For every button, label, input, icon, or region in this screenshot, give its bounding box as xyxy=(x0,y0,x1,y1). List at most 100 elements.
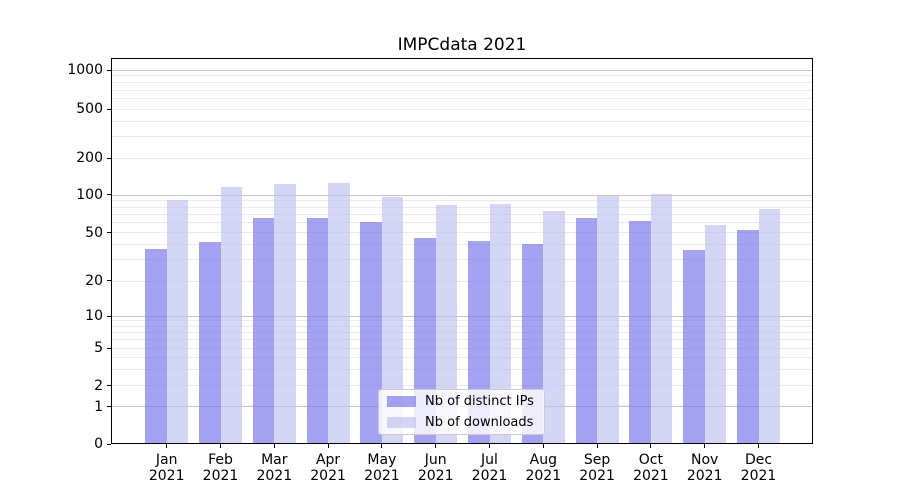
y-tick-label-2: 2 xyxy=(94,377,103,394)
x-tick-sep xyxy=(596,444,598,448)
gridline-8 xyxy=(111,325,813,327)
gridline-20 xyxy=(111,280,813,282)
bar-downloads-mar xyxy=(274,184,296,444)
legend-row-downloads: Nb of downloads xyxy=(379,412,544,433)
y-tick-50 xyxy=(107,232,111,234)
y-tick-label-1000: 1000 xyxy=(67,62,103,78)
gridline-2 xyxy=(111,385,813,387)
y-tick-label-5: 5 xyxy=(94,340,103,356)
bar-downloads-sep xyxy=(597,196,619,444)
legend-label-downloads: Nb of downloads xyxy=(425,415,534,430)
x-tick-label-jul: Jul 2021 xyxy=(471,452,508,484)
gridline-100 xyxy=(111,194,813,196)
bar-downloads-jun xyxy=(435,205,458,444)
bar-downloads-apr xyxy=(328,182,350,444)
gridline-50 xyxy=(111,232,813,234)
y-tick-10 xyxy=(107,315,111,317)
x-tick-label-may: May 2021 xyxy=(364,452,400,484)
bar-downloads-jul xyxy=(489,204,511,444)
bar-distinct-ips-oct xyxy=(629,221,651,444)
y-tick-label-0: 0 xyxy=(94,436,103,452)
gridline-700 xyxy=(111,89,813,91)
y-tick-500 xyxy=(107,108,111,110)
bar-downloads-nov xyxy=(704,224,727,444)
gridline-300 xyxy=(111,136,813,138)
gridline-70 xyxy=(111,213,813,215)
x-tick-label-nov: Nov 2021 xyxy=(686,452,723,484)
gridline-200 xyxy=(111,157,813,159)
bar-distinct-ips-may xyxy=(360,221,382,444)
y-tick-label-20: 20 xyxy=(85,272,103,289)
y-tick-0 xyxy=(107,443,111,445)
y-tick-1 xyxy=(107,406,111,408)
x-tick-label-feb: Feb 2021 xyxy=(202,452,239,484)
gridline-30 xyxy=(111,259,813,261)
bar-distinct-ips-apr xyxy=(306,217,329,444)
gridline-6 xyxy=(111,339,813,341)
x-tick-label-dec: Dec 2021 xyxy=(740,452,777,484)
y-tick-label-50: 50 xyxy=(85,224,103,241)
gridline-9 xyxy=(111,320,813,322)
gridline-400 xyxy=(111,120,813,122)
x-tick-label-oct: Oct 2021 xyxy=(633,452,669,484)
bar-distinct-ips-mar xyxy=(252,217,275,444)
y-tick-20 xyxy=(107,280,111,282)
bar-downloads-feb xyxy=(220,187,242,444)
bar-downloads-aug xyxy=(543,211,565,444)
chart-title: IMPCdata 2021 xyxy=(397,35,527,55)
legend: Nb of distinct IPs Nb of downloads xyxy=(378,389,545,435)
x-tick-label-sep: Sep 2021 xyxy=(579,452,615,484)
gridline-800 xyxy=(111,82,813,84)
gridline-5 xyxy=(111,347,813,349)
gridline-40 xyxy=(111,243,813,245)
x-tick-jan xyxy=(166,444,168,448)
y-tick-label-10: 10 xyxy=(85,308,103,324)
x-tick-label-apr: Apr 2021 xyxy=(310,452,346,484)
x-tick-feb xyxy=(220,444,221,448)
x-tick-label-mar: Mar 2021 xyxy=(256,452,293,484)
x-tick-dec xyxy=(758,444,759,448)
legend-label-distinct-ips: Nb of distinct IPs xyxy=(425,394,534,409)
y-tick-200 xyxy=(107,157,111,159)
bar-downloads-jan xyxy=(166,200,189,444)
y-tick-1000 xyxy=(107,69,111,71)
x-tick-nov xyxy=(704,444,706,448)
y-tick-label-1: 1 xyxy=(94,398,103,415)
gridline-90 xyxy=(111,200,813,202)
gridline-1000 xyxy=(111,69,813,71)
x-tick-label-aug: Aug 2021 xyxy=(525,452,562,484)
y-tick-label-200: 200 xyxy=(76,150,103,167)
bar-downloads-dec xyxy=(758,209,780,444)
gridline-900 xyxy=(111,75,813,77)
legend-swatch-distinct-ips xyxy=(387,396,416,407)
x-tick-may xyxy=(381,444,383,448)
x-tick-apr xyxy=(327,444,329,448)
x-tick-jun xyxy=(435,444,437,448)
plot-area xyxy=(111,58,813,444)
y-tick-5 xyxy=(107,347,111,349)
bar-distinct-ips-nov xyxy=(683,250,705,444)
bar-downloads-oct xyxy=(650,193,673,444)
bar-distinct-ips-sep xyxy=(575,218,598,444)
gridline-600 xyxy=(111,98,813,100)
x-tick-aug xyxy=(542,444,544,448)
gridline-60 xyxy=(111,222,813,224)
y-tick-100 xyxy=(107,194,111,196)
legend-row-distinct-ips: Nb of distinct IPs xyxy=(379,391,544,412)
x-tick-oct xyxy=(650,444,652,448)
gridline-500 xyxy=(111,108,813,110)
bar-distinct-ips-dec xyxy=(737,229,759,444)
gridline-4 xyxy=(111,356,813,358)
gridline-10 xyxy=(111,315,813,317)
y-tick-label-100: 100 xyxy=(76,186,103,203)
legend-swatch-downloads xyxy=(387,417,416,428)
gridline-3 xyxy=(111,368,813,370)
x-tick-mar xyxy=(273,444,275,448)
bar-distinct-ips-jan xyxy=(145,248,167,444)
gridline-7 xyxy=(111,331,813,333)
x-tick-label-jan: Jan 2021 xyxy=(148,452,185,484)
x-tick-label-jun: Jun 2021 xyxy=(417,452,454,484)
x-tick-jul xyxy=(489,444,490,448)
bar-downloads-may xyxy=(381,196,404,444)
